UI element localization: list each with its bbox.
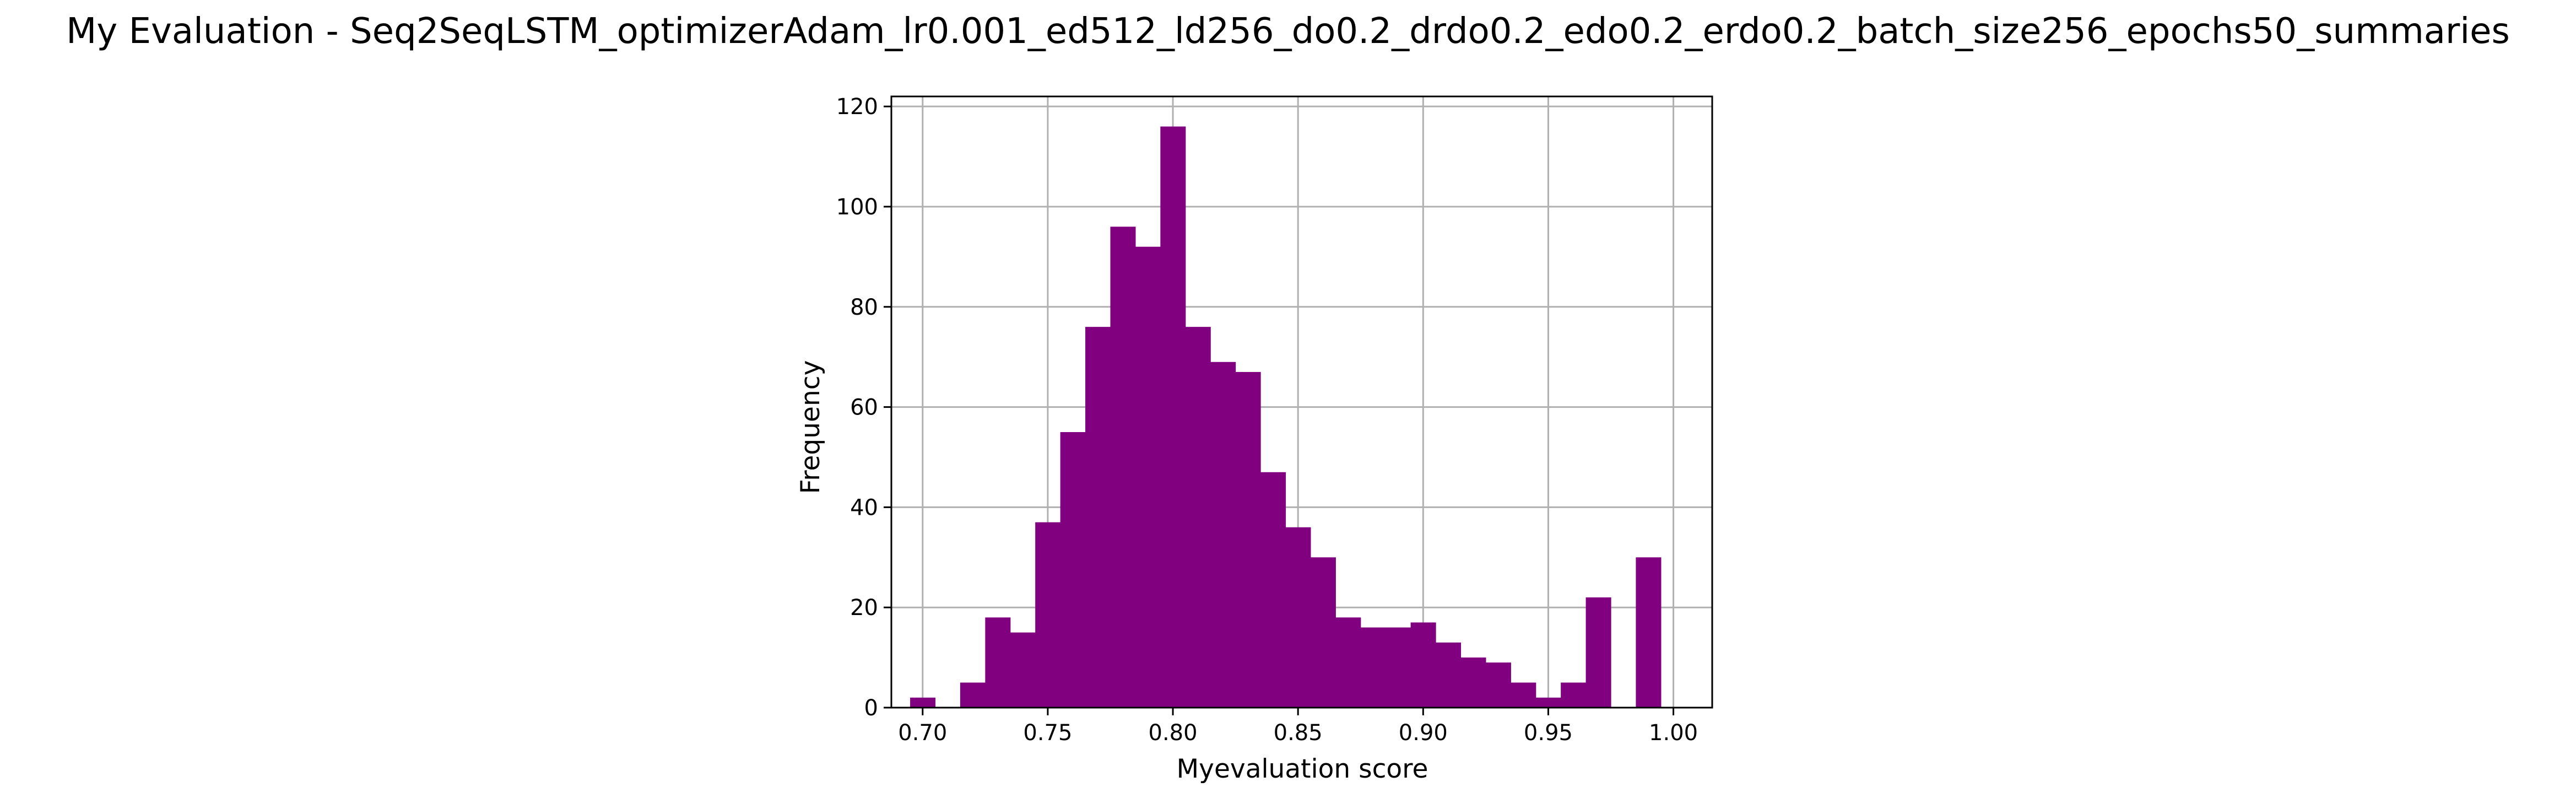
- histogram-bar: [1410, 622, 1436, 708]
- histogram-bar: [1010, 632, 1036, 708]
- histogram-bar: [1135, 246, 1161, 708]
- x-tick-label: 0.80: [1149, 720, 1198, 746]
- histogram-bar: [1386, 627, 1411, 708]
- histogram-bar: [1060, 432, 1086, 708]
- histogram-bar: [1110, 227, 1136, 708]
- histogram-bar: [1085, 327, 1111, 708]
- histogram-bar: [1285, 527, 1311, 708]
- x-tick-label: 1.00: [1649, 720, 1698, 746]
- x-tick-label: 0.85: [1274, 720, 1323, 746]
- histogram-bar: [1260, 472, 1286, 708]
- y-tick-label: 60: [850, 395, 878, 420]
- histogram-bar: [1561, 682, 1587, 708]
- x-tick-label: 0.75: [1023, 720, 1072, 746]
- chart-title: My Evaluation - Seq2SeqLSTM_optimizerAda…: [66, 11, 2510, 52]
- histogram-bar: [1235, 371, 1261, 708]
- histogram-bar: [1636, 557, 1662, 708]
- y-tick-label: 100: [836, 195, 878, 220]
- x-tick-label: 0.95: [1524, 720, 1573, 746]
- y-axis-title: Frequency: [795, 360, 826, 494]
- histogram-bar: [1436, 642, 1462, 708]
- histogram-bar: [1485, 662, 1511, 708]
- x-axis-title: Myevaluation score: [1177, 754, 1428, 784]
- y-tick-label: 120: [836, 94, 878, 120]
- histogram-bar: [1035, 522, 1061, 708]
- plot-frame: [890, 95, 1713, 709]
- y-tick-label: 40: [850, 495, 878, 520]
- y-tick-label: 20: [850, 595, 878, 621]
- histogram-bar: [960, 682, 986, 708]
- histogram-bar: [1335, 617, 1361, 708]
- histogram-bar: [1585, 597, 1611, 708]
- x-tick-label: 0.90: [1399, 720, 1448, 746]
- histogram-bar: [1460, 657, 1486, 708]
- x-tick-label: 0.70: [898, 720, 947, 746]
- x-axis-ticks: 0.70 0.75 0.80 0.85 0.90 0.95 1.00: [898, 708, 1698, 746]
- histogram-bar: [910, 697, 936, 708]
- histogram-bar: [1160, 126, 1186, 708]
- histogram-bar: [1535, 697, 1561, 708]
- histogram-bars: [910, 126, 1662, 708]
- y-tick-label: 80: [850, 295, 878, 320]
- y-tick-label: 0: [864, 695, 878, 721]
- histogram-bar: [1185, 327, 1211, 708]
- histogram-bar: [1360, 627, 1386, 708]
- grid-lines: [891, 96, 1712, 709]
- histogram-bar: [985, 617, 1011, 708]
- y-axis-ticks: 0 20 40 60 80 100 120: [836, 94, 891, 721]
- histogram-bar: [1511, 682, 1536, 708]
- histogram-bar: [1210, 362, 1236, 708]
- histogram-bar: [1310, 557, 1336, 708]
